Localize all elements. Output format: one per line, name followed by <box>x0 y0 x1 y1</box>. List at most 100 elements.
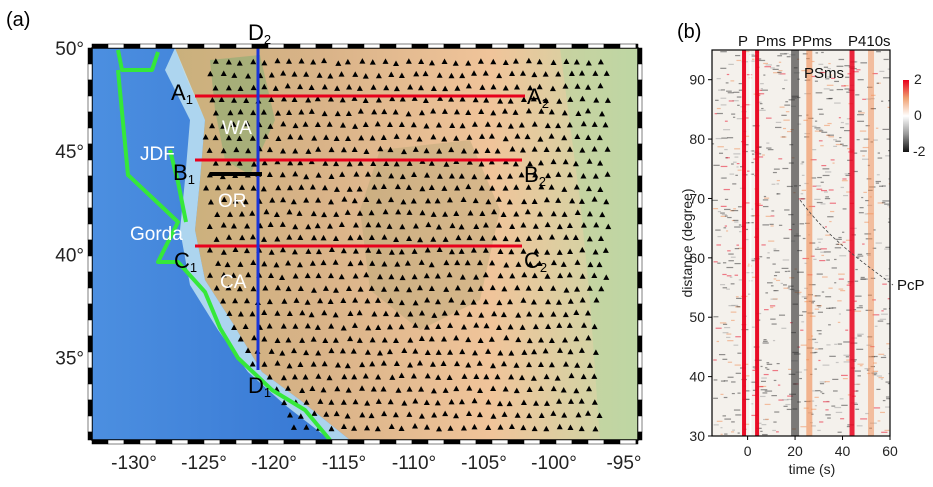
trace-noise-speck <box>841 374 848 377</box>
station-marker <box>251 334 258 341</box>
trace-noise-speck <box>831 267 837 269</box>
trace-noise-speck <box>875 242 882 244</box>
station-marker <box>453 385 460 392</box>
station-marker <box>326 223 333 229</box>
station-marker <box>368 412 375 419</box>
trace-noise-speck <box>881 310 884 312</box>
trace-noise-speck <box>762 392 768 394</box>
station-marker <box>243 297 250 304</box>
station-marker <box>212 84 219 91</box>
trace-noise-speck <box>800 163 804 165</box>
trace-noise-speck <box>857 255 864 257</box>
trace-noise-speck <box>865 125 870 127</box>
station-marker <box>581 322 588 328</box>
station-marker <box>292 273 299 279</box>
trace-noise-speck <box>788 368 792 370</box>
frame-tick-bottom <box>635 439 639 445</box>
station-marker <box>406 386 413 392</box>
frame-tick-bottom <box>139 439 157 445</box>
station-marker <box>320 234 327 241</box>
trace-noise-speck <box>734 226 741 228</box>
frame-tick-left <box>87 159 93 177</box>
trace-noise-speck <box>772 369 779 372</box>
station-marker <box>530 375 537 381</box>
trace-noise-speck <box>712 143 715 145</box>
trace-noise-speck <box>783 405 788 407</box>
frame-tick-left <box>87 191 93 209</box>
station-marker <box>509 272 516 279</box>
trace-noise-speck <box>737 169 742 171</box>
trace-noise-speck <box>730 283 735 285</box>
trace-noise-speck <box>885 274 889 277</box>
trace-noise-speck <box>826 307 831 309</box>
station-marker <box>280 95 287 102</box>
station-marker <box>536 260 543 267</box>
station-marker <box>485 198 492 205</box>
station-marker <box>303 71 310 77</box>
station-marker <box>586 235 593 242</box>
station-marker <box>567 248 574 254</box>
station-marker <box>580 222 587 228</box>
station-marker <box>233 146 240 153</box>
trace-noise-speck <box>716 112 723 115</box>
station-marker <box>592 349 599 355</box>
trace-noise-speck <box>875 127 879 129</box>
trace-noise-speck <box>766 368 770 370</box>
station-marker <box>465 109 472 115</box>
station-marker <box>599 110 606 117</box>
station-marker <box>285 259 292 266</box>
trace-noise-speck <box>819 130 824 132</box>
frame-tick-left <box>87 223 93 241</box>
station-marker <box>538 311 545 318</box>
station-marker <box>430 236 437 242</box>
trace-noise-speck <box>824 381 830 383</box>
station-marker <box>364 349 371 355</box>
frame-tick-right <box>637 159 643 177</box>
station-marker <box>458 173 465 179</box>
frame-tick-right <box>637 191 643 209</box>
station-marker <box>548 361 555 368</box>
trace-noise-speck <box>843 361 851 363</box>
station-marker <box>320 386 327 393</box>
trace-noise-speck <box>825 409 829 411</box>
station-marker <box>351 425 358 431</box>
station-marker <box>274 236 281 242</box>
frame-tick-right <box>637 143 643 161</box>
station-marker <box>370 385 377 392</box>
frame-tick-top <box>171 43 189 49</box>
station-marker <box>310 287 317 293</box>
trace-noise-speck <box>750 381 757 383</box>
station-marker <box>466 134 473 140</box>
trace-noise-speck <box>775 121 782 124</box>
trace-noise-speck <box>860 276 865 279</box>
station-marker <box>562 311 569 318</box>
station-marker <box>586 362 593 368</box>
station-marker <box>572 160 579 167</box>
frame-tick-top <box>443 43 461 49</box>
trace-noise-speck <box>816 330 822 332</box>
frame-tick-top <box>107 43 125 49</box>
station-marker <box>423 147 430 154</box>
trace-noise-speck <box>812 149 817 151</box>
station-marker <box>392 337 399 343</box>
station-marker <box>574 286 581 292</box>
trace-noise-speck <box>770 215 775 217</box>
phase-band-p410s <box>849 50 855 436</box>
station-marker <box>286 234 293 240</box>
station-marker <box>497 424 504 430</box>
station-marker <box>417 236 424 243</box>
trace-noise-speck <box>816 201 823 204</box>
station-marker <box>303 349 310 356</box>
station-marker <box>520 96 527 103</box>
trace-noise-speck <box>800 344 807 346</box>
frame-tick-top <box>411 43 429 49</box>
trace-noise-speck <box>732 183 737 185</box>
station-marker <box>521 198 528 205</box>
trace-noise-speck <box>803 407 809 409</box>
frame-tick-bottom <box>619 439 637 445</box>
station-marker <box>310 336 317 342</box>
trace-noise-speck <box>827 76 833 78</box>
station-marker <box>515 261 522 267</box>
trace-noise-speck <box>835 361 839 364</box>
trace-noise-speck <box>814 351 818 354</box>
